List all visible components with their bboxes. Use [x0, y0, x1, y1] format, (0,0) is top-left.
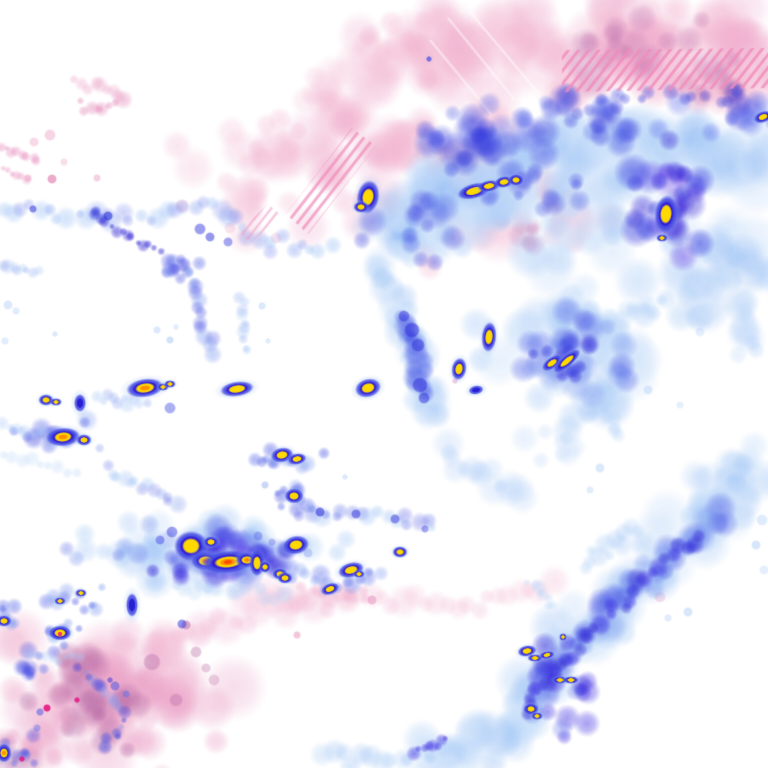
radar-precipitation-canvas [0, 0, 768, 768]
weather-radar-image [0, 0, 768, 768]
